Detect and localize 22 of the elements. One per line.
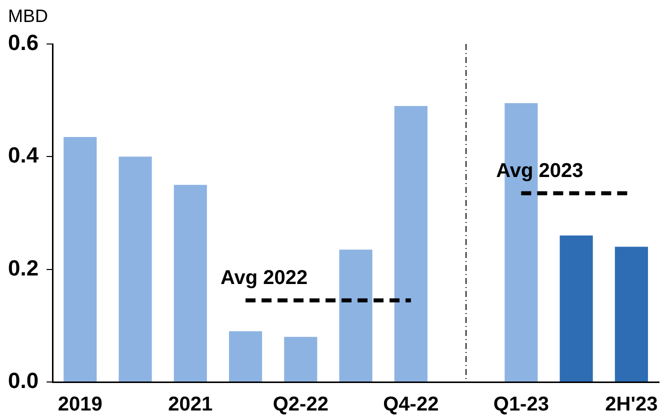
y-tick-label: 0.0	[8, 368, 39, 394]
bar	[64, 136, 97, 382]
x-tick-label: 2H'23	[605, 394, 658, 416]
bar	[284, 336, 318, 382]
legend-label: Avg 2023	[496, 160, 584, 182]
bar	[394, 106, 428, 382]
bar	[118, 156, 152, 382]
bar	[339, 250, 372, 382]
x-tick-label: Q2-22	[272, 394, 328, 416]
x-tick-label: Q1-23	[493, 394, 549, 416]
x-tick-label: Q4-22	[383, 394, 439, 416]
x-tick-label: 2019	[58, 394, 102, 416]
y-tick-label: 0.4	[8, 142, 40, 168]
bar	[174, 184, 207, 382]
series-label: Avg 2022	[220, 266, 308, 289]
y-tick-label: 0.6	[8, 30, 39, 56]
bar	[228, 331, 262, 382]
x-tick-label: 2021	[168, 394, 213, 416]
y-tick-label: 0.2	[8, 255, 39, 280]
bar	[614, 246, 648, 382]
y-axis-title: MBD	[8, 6, 48, 27]
bar	[560, 236, 593, 382]
